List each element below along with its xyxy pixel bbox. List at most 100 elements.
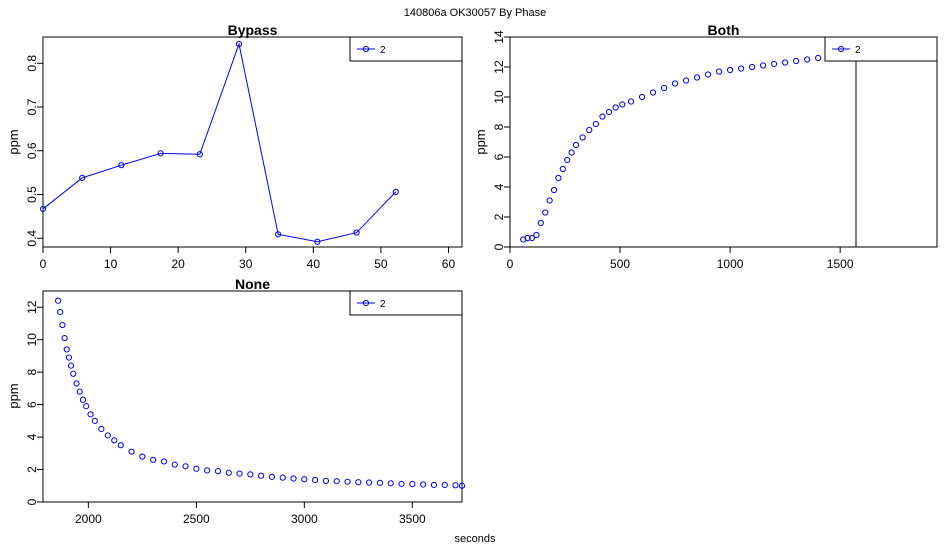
data-point [236,470,243,477]
y-tick-label: 10 [492,90,506,104]
data-point [268,473,276,480]
data-point [727,66,734,74]
data-point [555,174,562,182]
x-tick-label: 3500 [399,512,426,526]
y-axis-label: ppm [6,129,21,154]
data-point [157,150,164,157]
data-point [333,478,340,485]
data-point [430,481,438,489]
data-point [322,477,330,484]
data-point [715,68,723,75]
data-point [225,469,232,476]
data-point [804,56,811,63]
data-point [73,380,80,387]
data-point [235,40,243,48]
x-tick-label: 50 [374,257,388,271]
plot-frame [42,36,463,248]
data-point [76,388,83,395]
data-point [63,346,70,353]
x-tick-label: 30 [239,257,253,271]
x-tick-label: 60 [442,257,456,271]
data-point [420,481,427,488]
shared-x-axis-label: seconds [455,533,496,545]
data-point [533,231,540,239]
data-point [619,101,626,108]
y-tick-label: 0 [492,243,506,250]
data-point [171,461,178,468]
data-point [546,197,553,204]
data-point [118,162,125,169]
data-point [572,141,580,149]
data-point [196,151,203,158]
panel-title: Bypass [228,22,278,38]
data-point [638,93,646,101]
data-point [55,297,62,304]
data-point [59,321,66,329]
data-point [452,482,459,489]
plot-frame [42,290,463,503]
data-point [579,134,586,141]
data-point [524,234,531,242]
data-point [61,334,68,342]
data-point [564,156,571,164]
data-point [550,186,558,194]
data-point [704,71,712,78]
x-tick-label: 1000 [717,257,744,271]
x-tick-label: 10 [104,257,118,271]
data-point [57,309,64,316]
data-point [275,231,282,238]
data-point [160,458,168,465]
data-point [91,417,98,424]
y-tick-label: 0.8 [25,55,39,72]
data-point [355,479,362,486]
data-point [83,403,90,410]
data-point [279,474,286,481]
data-point [314,238,321,245]
y-tick-label: 6 [492,153,506,160]
y-axis-label: ppm [473,129,488,154]
data-point [312,476,319,484]
data-point [65,354,73,361]
data-point [537,219,544,227]
figure-title: 140806a OK30057 By Phase [404,7,547,19]
data-point [568,149,575,156]
data-point [301,476,308,483]
data-point [193,465,200,472]
panel-title: Both [708,22,740,38]
data-point [612,104,619,111]
x-tick-label: 2000 [75,512,102,526]
y-tick-label: 8 [492,123,506,130]
data-point [387,480,394,487]
data-point [760,62,767,69]
data-point [104,432,111,439]
x-tick-label: 500 [610,257,630,271]
data-point [79,174,86,181]
data-point [528,234,536,242]
y-tick-label: 0.4 [25,230,39,247]
data-point [682,77,690,84]
data-point [441,481,448,489]
legend-marker [837,45,845,53]
data-point [366,479,373,486]
x-tick-label: 20 [171,257,185,271]
data-point [671,80,679,87]
y-axis-label: ppm [6,383,21,408]
data-point [150,456,157,463]
y-tick-label: 0.6 [25,142,39,159]
data-point [738,65,745,72]
data-point [87,411,94,418]
data-point [128,448,135,455]
data-point [182,463,189,470]
legend-marker [362,299,370,307]
y-tick-label: 12 [492,60,506,74]
data-point [392,188,399,195]
data-point [815,54,822,62]
data-point [353,229,360,236]
data-point [204,467,211,474]
panel-title: None [235,276,270,292]
data-point [70,370,77,377]
data-point [409,481,416,488]
bypass-panel: Bypass ppm 0 10 20 30 40 50 60 0.4 0.5 0.6 0.7 0.8 2 [6,22,463,271]
